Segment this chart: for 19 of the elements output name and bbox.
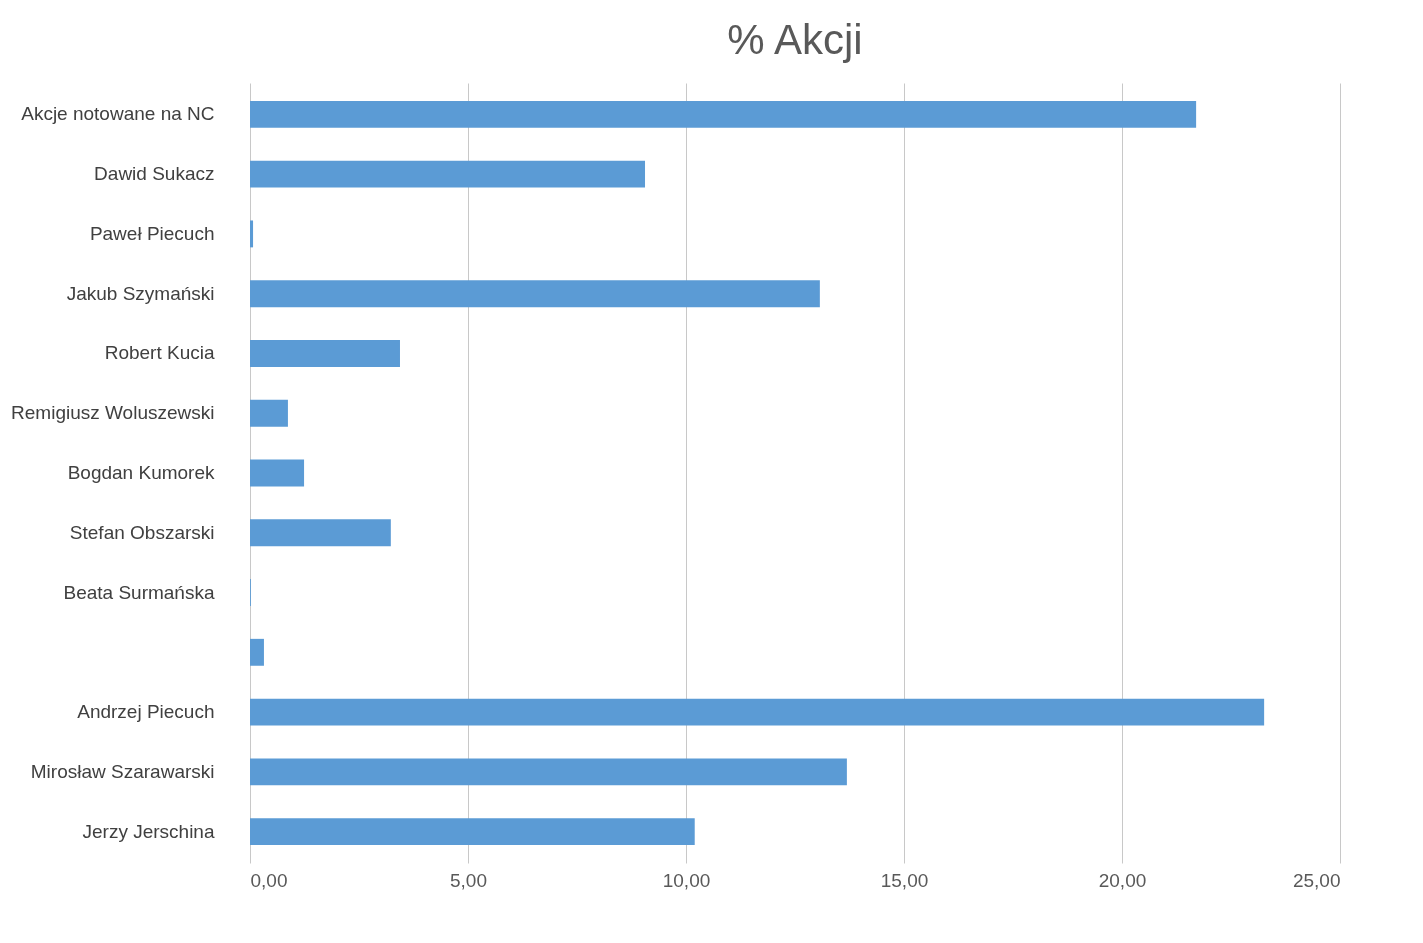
y-tick-label: Jerzy Jerschina <box>82 820 215 842</box>
x-tick-label: 20,00 <box>1098 869 1147 891</box>
y-tick-label: Akcje notowane na NC <box>21 103 215 125</box>
y-tick-label: Mirosław Szarawarski <box>30 760 215 782</box>
x-tick-label: 5,00 <box>450 869 487 891</box>
y-tick-label: Bogdan Kumorek <box>67 462 215 483</box>
x-tick-label: 0,00 <box>250 869 288 891</box>
y-tick-label: Andrzej Piecuch <box>77 701 215 723</box>
x-tick-label: 10,00 <box>662 869 711 891</box>
y-tick-label: Paweł Piecuch <box>89 222 215 244</box>
y-tick-label: Jakub Szymański <box>66 282 215 304</box>
y-tick-label: Beata Surmańska <box>63 581 215 603</box>
y-tick-label: Dawid Sukacz <box>94 163 215 185</box>
y-tick-label: Remigiusz Woluszewski <box>11 402 215 424</box>
x-tick-label: 25,00 <box>1292 869 1341 891</box>
x-tick-label: 15,00 <box>880 869 929 891</box>
y-tick-label: Stefan Obszarski <box>69 521 215 543</box>
chart-title: % Akcji <box>727 16 863 63</box>
y-tick-label: Robert Kucia <box>104 342 215 364</box>
